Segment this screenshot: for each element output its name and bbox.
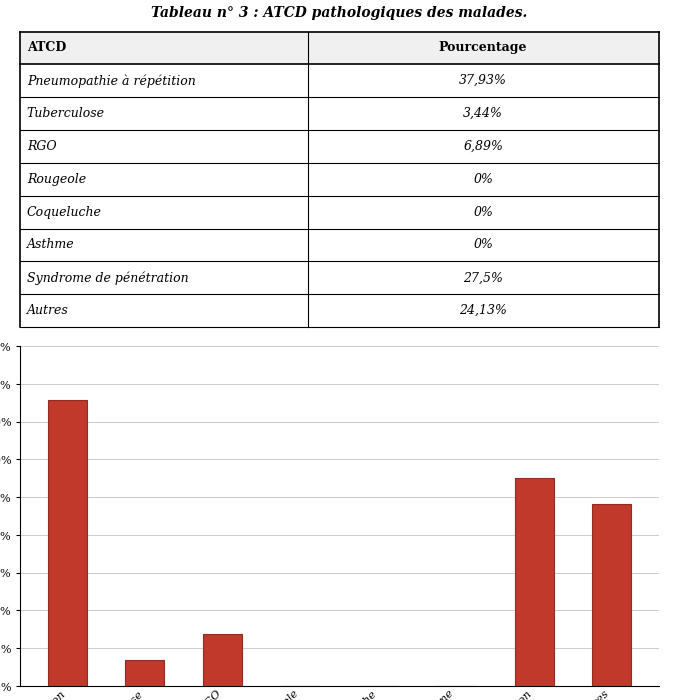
- Text: 0%: 0%: [473, 239, 493, 251]
- Bar: [20, 196, 659, 228]
- Text: Syndrome de pénétration: Syndrome de pénétration: [26, 271, 188, 284]
- Text: Pourcentage: Pourcentage: [439, 41, 528, 55]
- Bar: [20, 261, 659, 294]
- Text: 0%: 0%: [473, 173, 493, 186]
- Bar: [203, 634, 242, 686]
- Bar: [20, 228, 659, 261]
- Text: 37,93%: 37,93%: [459, 74, 507, 88]
- Bar: [20, 32, 659, 64]
- Bar: [20, 97, 659, 130]
- Bar: [515, 478, 553, 686]
- Bar: [20, 64, 659, 97]
- Text: 6,89%: 6,89%: [463, 140, 503, 153]
- Bar: [20, 294, 659, 327]
- Bar: [126, 660, 164, 686]
- Bar: [48, 400, 86, 686]
- Text: 24,13%: 24,13%: [459, 304, 507, 317]
- Text: 0%: 0%: [473, 206, 493, 218]
- Bar: [20, 130, 659, 163]
- Text: Asthme: Asthme: [26, 239, 75, 251]
- Text: Tuberculose: Tuberculose: [26, 107, 105, 120]
- Text: Pneumopathie à répétition: Pneumopathie à répétition: [26, 74, 196, 88]
- Bar: [593, 504, 631, 686]
- Text: Tableau n° 3 : ATCD pathologiques des malades.: Tableau n° 3 : ATCD pathologiques des ma…: [151, 6, 528, 20]
- Text: Rougeole: Rougeole: [26, 173, 86, 186]
- Text: RGO: RGO: [26, 140, 56, 153]
- Bar: [20, 163, 659, 196]
- Text: 27,5%: 27,5%: [463, 272, 503, 284]
- Text: 3,44%: 3,44%: [463, 107, 503, 120]
- Text: Autres: Autres: [26, 304, 69, 317]
- Text: ATCD: ATCD: [26, 41, 66, 55]
- Text: Coqueluche: Coqueluche: [26, 206, 102, 218]
